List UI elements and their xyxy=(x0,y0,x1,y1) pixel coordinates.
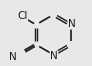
Text: Cl: Cl xyxy=(17,11,28,21)
Text: N: N xyxy=(68,19,76,29)
Text: N: N xyxy=(50,51,58,61)
Text: N: N xyxy=(9,52,17,62)
